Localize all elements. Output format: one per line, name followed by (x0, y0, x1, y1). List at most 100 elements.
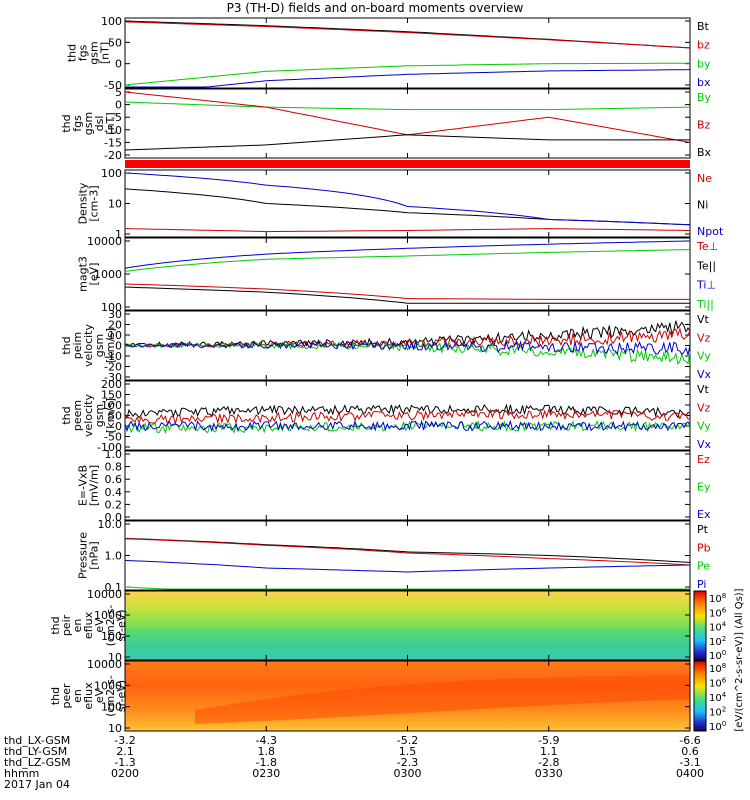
y-axis-label: thd (49, 687, 62, 705)
legend-entry: Bt (697, 20, 710, 33)
y-tick-label: 30 (108, 308, 122, 321)
y-tick-label: -100 (97, 441, 122, 454)
series-line-Vx (124, 340, 691, 356)
y-axis-label: [nT] (104, 112, 117, 134)
y-axis-label: peer (60, 683, 73, 709)
y-axis-label: dsl (93, 116, 106, 132)
colorbar-tick-label: 102 (709, 706, 726, 719)
ephemeris-value: 0330 (535, 767, 563, 780)
legend-entry: Pb (697, 541, 711, 554)
legend-entry: Ez (697, 453, 710, 466)
legend-entry: Vz (697, 401, 711, 414)
y-tick-label: -50 (104, 431, 122, 444)
y-tick-label: -15 (104, 136, 122, 149)
legend-entry: bx (697, 76, 711, 89)
series-line-bx (125, 69, 691, 88)
series-line-bz (124, 21, 691, 49)
series-line-Vy (124, 341, 691, 365)
legend-entry: Bz (697, 119, 711, 132)
legend-entry: Npot (697, 225, 724, 238)
y-tick-label: 1000 (94, 609, 122, 622)
y-tick-label: -30 (104, 371, 122, 384)
y-tick-label: -20 (104, 149, 122, 162)
series-line-Vz (124, 408, 691, 426)
y-axis-label: fgs (71, 115, 84, 132)
series-line-Te|| (124, 286, 690, 304)
y-tick-label: 100 (101, 167, 122, 180)
series-line-By (124, 101, 691, 111)
panel-frame (124, 88, 691, 159)
colorbar (693, 660, 707, 732)
y-axis-label: [mV/m] (88, 465, 101, 506)
legend-entry: Vt (697, 313, 710, 326)
divider-bar (125, 160, 690, 168)
y-axis-label: peir (60, 614, 73, 636)
spectrogram-fill (125, 591, 690, 660)
series-line-Pi (124, 559, 691, 573)
y-axis-label: eV (93, 688, 106, 703)
y-axis-label: thd (60, 336, 73, 354)
y-axis-label: thd (60, 114, 73, 132)
y-tick-label: 1.0 (105, 550, 123, 563)
colorbar-tick-label: 108 (709, 662, 726, 675)
spectrogram-band (195, 675, 690, 724)
legend-entry: Pe (697, 560, 710, 573)
y-tick-label: 100 (101, 701, 122, 714)
ephemeris-label: thd_LX-GSM (4, 734, 70, 747)
y-tick-label: 1000 (94, 268, 122, 281)
y-tick-label: -5 (111, 111, 122, 124)
colorbar-label: [eV/(cm^2-s-sr-eV)] (All Qs)] (734, 588, 745, 731)
series-line-Pt (124, 537, 691, 563)
y-tick-label: 0.4 (105, 486, 123, 499)
panel-electron-spectrogram: 10000 1000 100 10 thdpeerenefluxeV(cm2-s-sr-… (49, 658, 691, 735)
y-axis-label: en (71, 619, 84, 633)
series-line-Bx (124, 134, 690, 151)
y-tick-label: 0.6 (105, 473, 123, 486)
legend-entry: Vx (697, 368, 712, 381)
panel-frame (124, 450, 691, 521)
ephemeris-value: 1.1 (540, 745, 558, 758)
panel-frame (124, 169, 691, 238)
y-axis-label: thd (60, 406, 73, 424)
y-tick-label: 0.2 (105, 498, 123, 511)
y-axis-label: en (71, 689, 84, 703)
y-axis-label: magt3 (77, 256, 90, 292)
y-tick-label: -50 (104, 79, 122, 92)
y-axis-label: thd (49, 616, 62, 634)
legend-entry: Pi (697, 578, 706, 591)
y-axis-label: [eV] (88, 263, 101, 286)
ephemeris-value: -2.3 (397, 756, 418, 769)
legend-entry: By (697, 91, 712, 104)
y-axis-label: eV (93, 618, 106, 633)
y-axis-label: [nT] (99, 42, 112, 64)
panel-efield: 1.00.80.60.40.20.0 E=-VxB[mV/m] Ez Ey Ex (77, 448, 711, 524)
y-axis-label: sr-eV) (115, 609, 128, 641)
y-tick-label: 100 (101, 301, 122, 314)
date-label: 2017 Jan 04 (4, 778, 70, 791)
ephemeris-label: thd_LZ-GSM (4, 756, 71, 769)
series-line-Vz (124, 327, 691, 349)
y-axis-label: gsm (93, 334, 106, 357)
y-tick-label: 0.8 (105, 461, 123, 474)
y-tick-label: 10 (108, 329, 122, 342)
y-axis-label: [nPa] (88, 541, 101, 569)
series-line-Npot (124, 172, 691, 226)
y-axis-label: peem (71, 400, 84, 431)
y-tick-label: 1.0 (105, 448, 123, 461)
ephemeris-label: thd_LY-GSM (4, 745, 67, 758)
y-tick-label: 1 (115, 228, 122, 241)
chart-title: P3 (TH-D) fields and on-board moments ov… (226, 1, 524, 15)
legend-entry: Ex (697, 508, 711, 521)
y-tick-label: 10 (108, 722, 122, 735)
y-tick-label: 0 (115, 340, 122, 353)
y-tick-label: 1000 (94, 679, 122, 692)
legend-entry: Bx (697, 146, 712, 159)
ephemeris-value: 0.6 (681, 745, 699, 758)
series-line-Te⊥ (124, 283, 690, 300)
y-tick-label: 0 (115, 58, 122, 71)
colorbar-tick-label: 106 (709, 677, 727, 690)
